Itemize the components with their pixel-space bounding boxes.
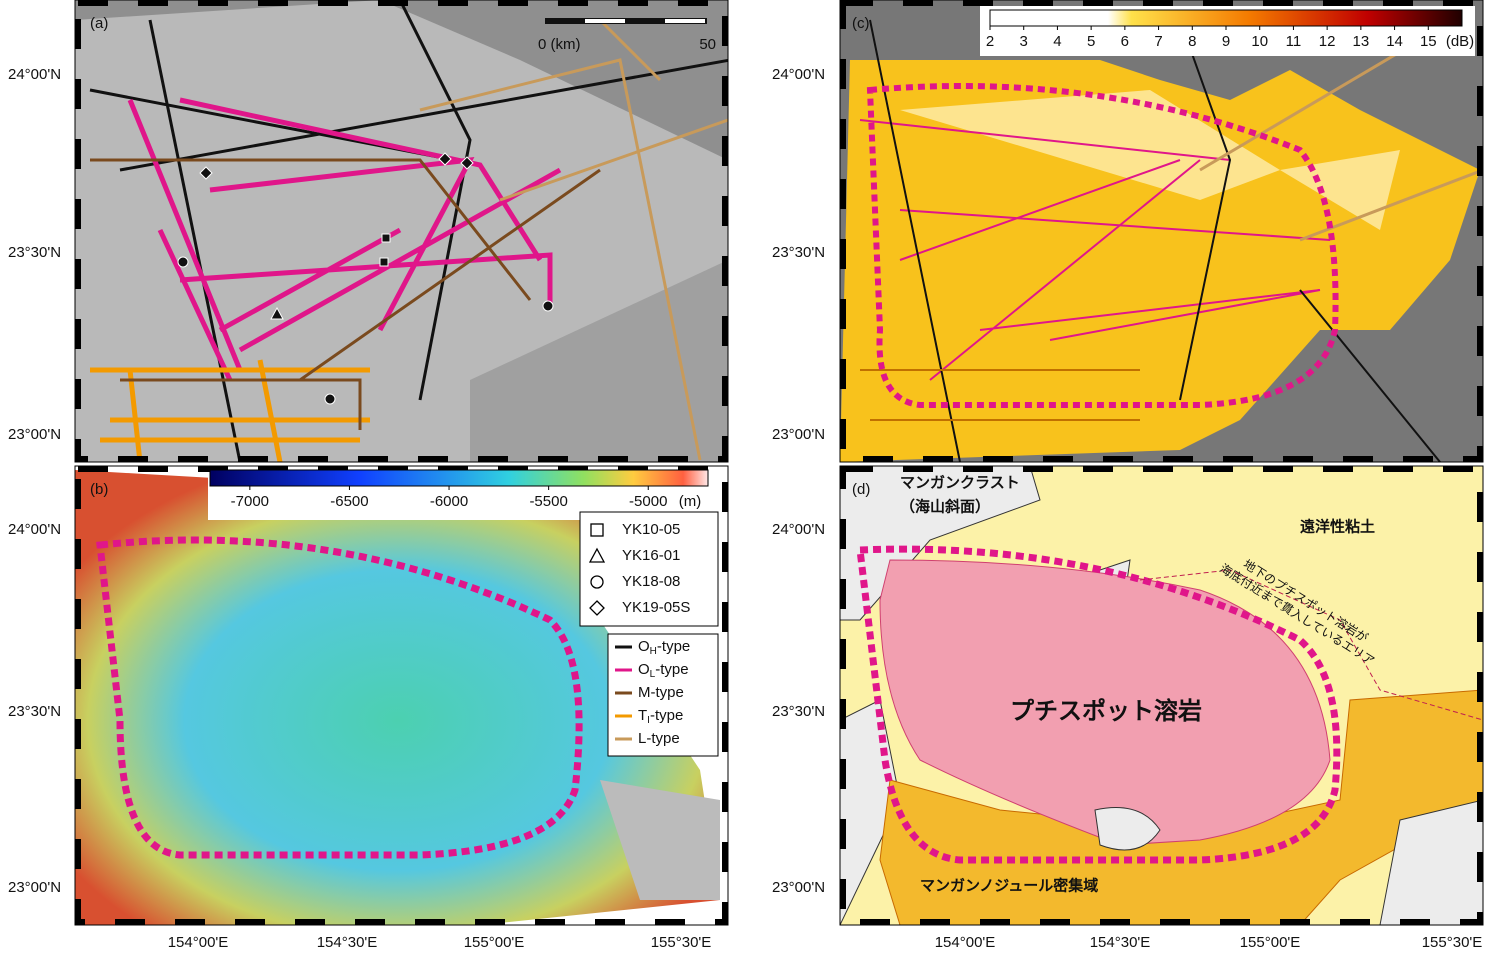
colorbar-tick-label: 11 [1286, 33, 1302, 50]
x-tick-label: 155°30'E [1422, 934, 1483, 951]
y-tick-label: 23°30'N [772, 703, 825, 720]
y-tick-label: 23°30'N [772, 244, 825, 261]
colorbar-tick-label: 4 [1053, 33, 1061, 50]
y-tick-label: 24°00'N [8, 66, 61, 83]
map-label: プチスポット溶岩 [1010, 697, 1202, 725]
legend-symbol [590, 523, 604, 537]
colorbar-tick-label: 12 [1319, 33, 1336, 50]
legend-label-sub: H [650, 646, 657, 657]
x-tick-label: 154°00'E [935, 934, 996, 951]
colorbar [209, 469, 709, 487]
legend-label-rest: -type [657, 638, 690, 655]
legend-label: YK10-05 [622, 521, 680, 538]
legend-label-main: O [638, 638, 650, 655]
colorbar-tick-label: 15 [1420, 33, 1437, 50]
panel-label: (d) [852, 481, 870, 498]
map-label: （海山斜面） [900, 498, 990, 516]
colorbar-tick-label: -6000 [430, 493, 468, 510]
colorbar-tick-label: 5 [1087, 33, 1095, 50]
colorbar-tick-label: -6500 [330, 493, 368, 510]
y-tick-label: 23°00'N [772, 426, 825, 443]
panel-label: (a) [90, 15, 108, 32]
legend-label: TI-type [638, 707, 683, 726]
map-label: マンガンクラスト [900, 474, 1020, 492]
scale-label: 50 [699, 36, 716, 53]
panel-label: (c) [852, 15, 870, 32]
legend-label: M-type [638, 684, 684, 701]
panel-c-map [840, 0, 1483, 462]
colorbar-unit: (m) [679, 493, 702, 510]
legend-label: YK18-08 [622, 573, 680, 590]
y-tick-label: 24°00'N [772, 521, 825, 538]
scale-label: 0 (km) [538, 36, 581, 53]
legend-label-sub: I [647, 715, 650, 726]
legend-label: OH-type [638, 638, 690, 657]
legend-label-main: L-type [638, 730, 680, 747]
colorbar-tick-label: 10 [1251, 33, 1268, 50]
legend-label-main: M-type [638, 684, 684, 701]
y-tick-label: 24°00'N [8, 521, 61, 538]
panel-label: (b) [90, 481, 108, 498]
colorbar-tick-label: 14 [1386, 33, 1403, 50]
y-tick-label: 23°30'N [8, 244, 61, 261]
y-tick-label: 24°00'N [772, 66, 825, 83]
type-legend-box [607, 633, 719, 757]
y-tick-label: 23°00'N [772, 879, 825, 896]
panel-a-map [75, 0, 728, 462]
y-tick-label: 23°00'N [8, 879, 61, 896]
colorbar-unit: (dB) [1446, 33, 1474, 50]
legend-label-rest: -type [655, 661, 688, 678]
colorbar [989, 9, 1463, 27]
colorbar-tick-label: -5500 [529, 493, 567, 510]
legend-label-main: O [638, 661, 650, 678]
map-label: 遠洋性粘土 [1300, 518, 1375, 536]
legend-label: YK19-05S [622, 599, 690, 616]
colorbar-tick-label: 8 [1188, 33, 1196, 50]
x-tick-label: 155°00'E [464, 934, 525, 951]
x-tick-label: 154°30'E [317, 934, 378, 951]
scale-bar: 0 (km) 50 [538, 18, 716, 53]
legend-symbol [589, 600, 605, 616]
legend-label-rest: -type [650, 707, 683, 724]
legend-symbol [588, 547, 606, 563]
x-tick-label: 155°00'E [1240, 934, 1301, 951]
legend-label: L-type [638, 730, 680, 747]
colorbar-tick-label: 3 [1020, 33, 1028, 50]
colorbar-tick-label: 9 [1222, 33, 1230, 50]
legend-label: YK16-01 [622, 547, 680, 564]
colorbar-tick-label: 13 [1353, 33, 1370, 50]
legend-symbol [590, 575, 604, 589]
legend-label-sub: L [650, 669, 656, 680]
colorbar-tick-label: -7000 [231, 493, 269, 510]
colorbar-tick-label: 2 [986, 33, 994, 50]
panel-d-map [840, 466, 1483, 925]
map-label: マンガンノジュール密集域 [920, 877, 1098, 895]
colorbar-tick-label: 7 [1154, 33, 1162, 50]
legend-label-main: T [638, 707, 647, 724]
colorbar-tick-label: -5000 [629, 493, 667, 510]
legend-label: OL-type [638, 661, 689, 680]
frames [74, 0, 1484, 926]
colorbar-tick-label: 6 [1121, 33, 1129, 50]
x-tick-label: 154°30'E [1090, 934, 1151, 951]
y-tick-label: 23°00'N [8, 426, 61, 443]
x-tick-label: 154°00'E [168, 934, 229, 951]
y-tick-label: 23°30'N [8, 703, 61, 720]
x-tick-label: 155°30'E [651, 934, 712, 951]
